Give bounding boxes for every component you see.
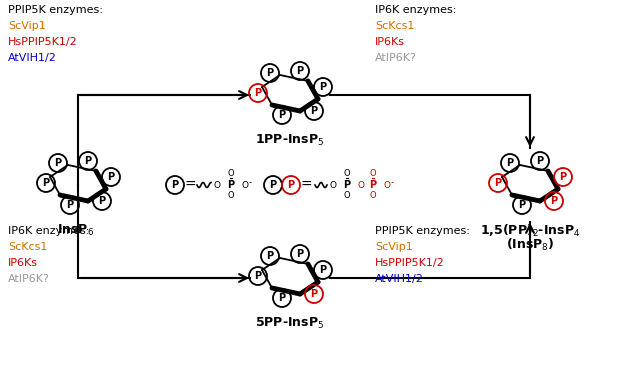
Text: P: P <box>54 158 62 168</box>
Text: O: O <box>344 191 350 200</box>
Text: P: P <box>107 172 115 182</box>
Text: O: O <box>370 191 376 200</box>
Text: P: P <box>296 249 304 259</box>
Text: O: O <box>213 181 220 190</box>
Text: =: = <box>300 178 312 192</box>
Text: -: - <box>249 178 252 187</box>
Text: IP6K enzymes:: IP6K enzymes: <box>8 226 89 236</box>
Text: P: P <box>344 180 350 190</box>
Text: IP6Ks: IP6Ks <box>8 258 38 268</box>
Text: O: O <box>383 181 390 190</box>
Text: P: P <box>320 265 326 275</box>
Text: P: P <box>43 178 49 188</box>
Text: P: P <box>494 178 502 188</box>
Text: P: P <box>560 172 566 182</box>
Text: P: P <box>99 196 106 206</box>
Text: IP6Ks: IP6Ks <box>375 37 405 47</box>
Text: AtIP6K?: AtIP6K? <box>375 53 417 63</box>
Text: IP6K enzymes:: IP6K enzymes: <box>375 5 457 15</box>
Text: P: P <box>518 200 526 210</box>
Text: P: P <box>85 156 91 166</box>
Text: P: P <box>310 289 318 299</box>
Text: P: P <box>536 156 544 166</box>
Text: P: P <box>254 271 262 281</box>
Text: O: O <box>228 170 234 178</box>
Text: ScKcs1: ScKcs1 <box>375 21 415 31</box>
Text: AtIP6K?: AtIP6K? <box>8 274 50 284</box>
Text: AtVIH1/2: AtVIH1/2 <box>8 53 57 63</box>
Text: O: O <box>241 181 248 190</box>
Text: HsPPIP5K1/2: HsPPIP5K1/2 <box>375 258 445 268</box>
Text: P: P <box>320 82 326 92</box>
Text: P: P <box>278 293 286 303</box>
Text: P: P <box>550 196 558 206</box>
Text: -: - <box>391 178 394 187</box>
Text: O: O <box>329 181 336 190</box>
Text: =: = <box>184 178 196 192</box>
Text: (InsP$_8$): (InsP$_8$) <box>506 237 554 253</box>
Text: P: P <box>370 180 376 190</box>
Text: O: O <box>228 191 234 200</box>
Text: AtVIH1/2: AtVIH1/2 <box>375 274 424 284</box>
Text: PPIP5K enzymes:: PPIP5K enzymes: <box>8 5 103 15</box>
Text: P: P <box>278 110 286 120</box>
Text: ScVip1: ScVip1 <box>8 21 46 31</box>
Text: P: P <box>228 180 234 190</box>
Text: HsPPIP5K1/2: HsPPIP5K1/2 <box>8 37 78 47</box>
Text: P: P <box>296 66 304 76</box>
Text: P: P <box>267 68 273 78</box>
Text: P: P <box>507 158 513 168</box>
Text: ScKcs1: ScKcs1 <box>8 242 48 252</box>
Text: P: P <box>310 106 318 116</box>
Text: P: P <box>270 180 276 190</box>
Text: P: P <box>172 180 178 190</box>
Text: ScVip1: ScVip1 <box>375 242 413 252</box>
Text: PPIP5K enzymes:: PPIP5K enzymes: <box>375 226 470 236</box>
Text: P: P <box>267 251 273 261</box>
Text: P: P <box>288 180 294 190</box>
Text: InsP$_6$: InsP$_6$ <box>57 223 94 238</box>
Text: O: O <box>344 170 350 178</box>
Text: 1PP-InsP$_5$: 1PP-InsP$_5$ <box>255 133 325 148</box>
Text: 5PP-InsP$_5$: 5PP-InsP$_5$ <box>255 316 325 331</box>
Text: P: P <box>254 88 262 98</box>
Text: P: P <box>67 200 73 210</box>
Text: 1,5(PP)$_2$-InsP$_4$: 1,5(PP)$_2$-InsP$_4$ <box>480 223 580 239</box>
Text: O: O <box>357 181 364 190</box>
Text: O: O <box>370 170 376 178</box>
